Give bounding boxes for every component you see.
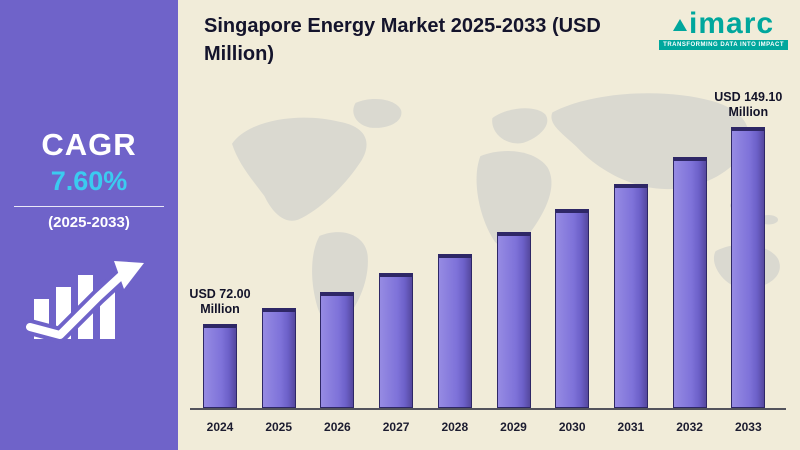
- imarc-logo-mark: [673, 19, 688, 31]
- growth-chart-arrow-icon: [26, 261, 144, 344]
- imarc-logo-tagline: TRANSFORMING DATA INTO IMPACT: [659, 40, 788, 50]
- bar-2025: [261, 308, 296, 408]
- x-tick-2032: 2032: [676, 420, 703, 434]
- imarc-logo: imarc TRANSFORMING DATA INTO IMPACT: [659, 7, 788, 50]
- bar-2033: [731, 127, 766, 408]
- bar-2027: [379, 273, 414, 408]
- bar-2024: [203, 323, 237, 408]
- x-tick-2024: 2024: [206, 420, 234, 434]
- cagr-period: (2025-2033): [48, 214, 130, 232]
- divider: [14, 206, 164, 208]
- bar-2029: [496, 232, 531, 408]
- bar-2028: [437, 253, 472, 408]
- x-tick-2033: 2033: [734, 420, 762, 434]
- bar-2032: [672, 156, 707, 408]
- x-tick-2028: 2028: [441, 420, 469, 434]
- x-tick-2026: 2026: [324, 420, 351, 434]
- bar-chart: 2024 2025 2026 2027 2028 2029 2030 2031 2032 2033…: [178, 0, 800, 450]
- x-tick-2025: 2025: [265, 420, 293, 434]
- bar-2026: [320, 291, 355, 408]
- chart-panel: Singapore Energy Market 2025-2033 (USD M…: [178, 0, 800, 450]
- value-label-2033: USD 149.10 Million: [714, 90, 783, 120]
- cagr-value: 7.60%: [50, 166, 128, 197]
- bar-2031: [613, 183, 648, 408]
- value-label-2024: USD 72.00 Million: [189, 286, 251, 316]
- x-tick-2027: 2027: [382, 420, 410, 434]
- x-axis-line: [190, 408, 786, 410]
- x-tick-2029: 2029: [500, 420, 527, 434]
- page-title: Singapore Energy Market 2025-2033 (USD M…: [204, 15, 601, 65]
- imarc-logo-text: imarc: [689, 7, 775, 40]
- x-tick-2030: 2030: [558, 420, 586, 434]
- x-tick-2031: 2031: [617, 420, 645, 434]
- cagr-label: CAGR: [41, 127, 137, 162]
- cagr-sidebar: CAGR 7.60% (2025-2033): [0, 0, 178, 450]
- bar-2030: [555, 208, 590, 408]
